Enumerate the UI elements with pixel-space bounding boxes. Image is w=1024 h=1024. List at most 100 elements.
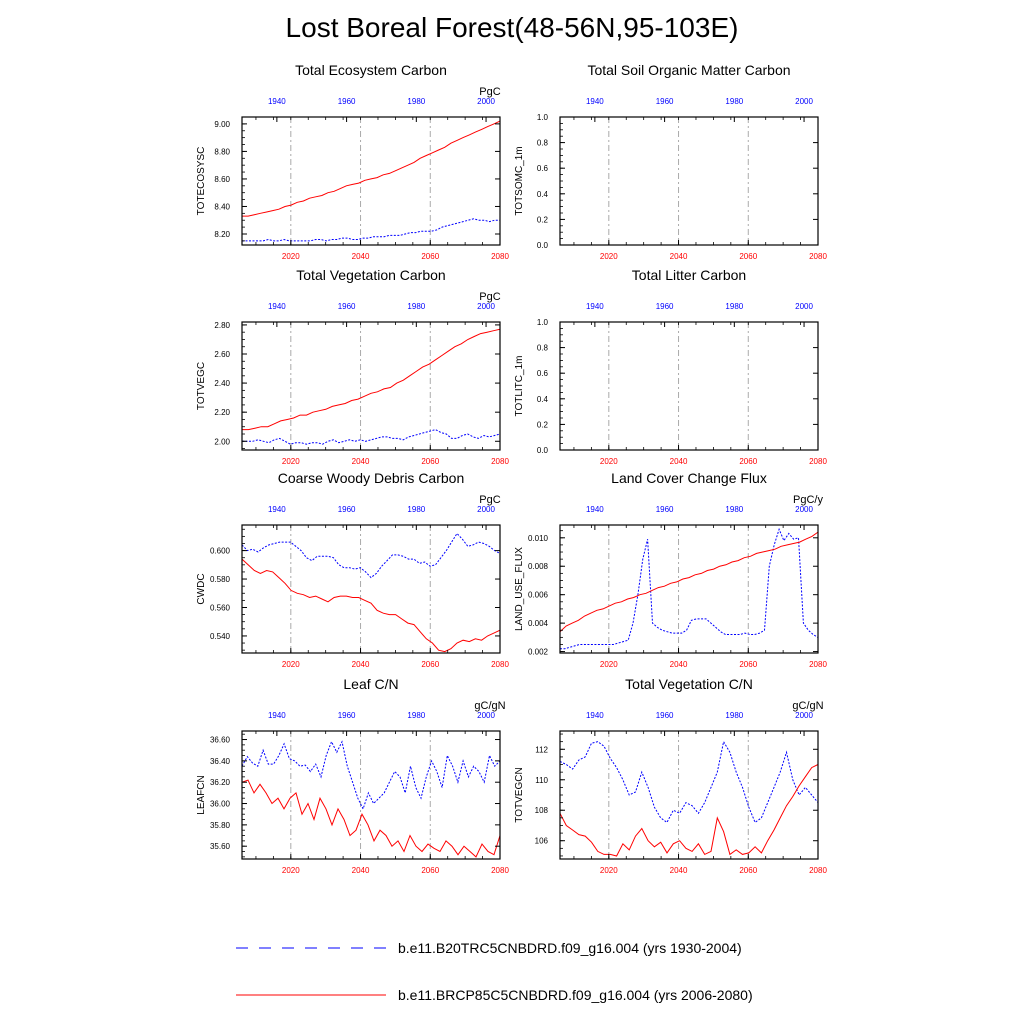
x-tick-label-top: 1980 [407,711,425,720]
x-tick-label-bottom: 2080 [491,252,509,261]
y-tick-label: 2.80 [214,321,230,330]
y-tick-label: 8.40 [214,202,230,211]
plot-frame [241,116,501,246]
y-tick-label: 2.60 [214,350,230,359]
x-tick-label-top: 2000 [795,711,813,720]
x-tick-label-bottom: 2080 [491,660,509,669]
x-tick-label-top: 1960 [338,505,356,514]
y-tick-label: 0.008 [528,562,549,571]
series-line-future [242,328,501,431]
panel-title: Total Vegetation C/N [625,676,753,692]
y-tick-label: 0.8 [537,139,549,148]
x-tick-label-bottom: 2040 [670,457,688,466]
y-tick-label: 0.4 [537,395,549,404]
x-tick-label-top: 1940 [268,711,286,720]
plot-frame [241,730,501,860]
x-tick-label-top: 1980 [725,97,743,106]
figure-title: Lost Boreal Forest(48-56N,95-103E) [285,12,739,43]
y-tick-label: 36.60 [210,736,231,745]
x-tick-label-top: 2000 [477,302,495,311]
x-tick-label-bottom: 2020 [282,252,300,261]
y-tick-label: 0.004 [528,619,549,628]
y-tick-label: 0.600 [210,547,231,556]
y-tick-label: 108 [535,806,549,815]
y-tick-label: 36.20 [210,778,231,787]
y-tick-label: 0.2 [537,420,549,429]
x-tick-label-top: 1980 [407,97,425,106]
y-axis-label: TOTECOSYSC [196,147,207,216]
y-tick-label: 8.60 [214,175,230,184]
y-tick-label: 0.580 [210,575,231,584]
series-line-future [559,764,819,857]
panel-5: Coarse Woody Debris Carbon PgC 0.540 0.560 0… [196,470,509,669]
x-tick-label-bottom: 2020 [600,252,618,261]
x-tick-label-top: 2000 [477,97,495,106]
y-tick-label: 8.20 [214,230,230,239]
panel-units: PgC [479,291,500,303]
plot-frame [241,524,501,654]
legend [236,947,386,996]
x-tick-label-bottom: 2040 [352,866,370,875]
x-tick-label-top: 2000 [795,97,813,106]
x-tick-label-bottom: 2020 [600,660,618,669]
x-tick-label-top: 1960 [338,711,356,720]
plot-frame [559,321,819,451]
panel-2: Total Soil Organic Matter Carbon 0.0 0.2 0.… [514,62,827,261]
x-tick-label-bottom: 2020 [600,866,618,875]
x-tick-label-bottom: 2040 [670,866,688,875]
x-tick-label-top: 2000 [795,505,813,514]
legend-label-historical: b.e11.B20TRC5CNBDRD.f09_g16.004 (yrs 193… [398,940,742,956]
y-tick-label: 2.00 [214,437,230,446]
panel-title: Total Litter Carbon [632,267,746,283]
plot-frame [559,524,819,654]
panel-title: Total Vegetation Carbon [296,267,445,283]
x-tick-label-bottom: 2060 [739,252,757,261]
x-tick-label-bottom: 2040 [352,660,370,669]
y-tick-label: 1.0 [537,318,549,327]
x-tick-label-bottom: 2080 [809,457,827,466]
y-tick-label: 110 [535,776,548,785]
panel-units: PgC [479,494,500,506]
panel-units: PgC/y [793,494,823,506]
x-tick-label-bottom: 2060 [421,252,439,261]
x-tick-label-top: 1940 [586,302,604,311]
panel-8: Total Vegetation C/N gC/gN 106 108 110 112 TOT… [514,676,827,875]
panel-title: Coarse Woody Debris Carbon [278,470,465,486]
y-axis-label: TOTLITC_1m [514,356,525,417]
y-axis-label: TOTSOMC_1m [514,146,525,215]
plot-frame [559,116,819,246]
x-tick-label-bottom: 2060 [739,866,757,875]
x-tick-label-bottom: 2080 [491,866,509,875]
x-tick-label-bottom: 2020 [282,457,300,466]
x-tick-label-top: 1940 [268,97,286,106]
x-tick-label-top: 1980 [725,505,743,514]
panel-title: Total Soil Organic Matter Carbon [587,62,790,78]
panel-units: gC/gN [474,700,505,712]
panel-6: Land Cover Change Flux PgC/y 0.002 0.004 0.0… [514,470,827,669]
panel-units: gC/gN [792,700,823,712]
y-axis-label: TOTVEGC [196,362,207,410]
y-tick-label: 0.2 [537,215,549,224]
y-tick-label: 1.0 [537,113,549,122]
series-line-future [241,779,501,858]
x-tick-label-bottom: 2020 [600,457,618,466]
panel-3: Total Vegetation Carbon PgC 2.00 2.20 2.40 2.… [196,267,509,466]
x-tick-label-top: 1940 [268,505,286,514]
series-line-historical [241,532,501,579]
x-tick-label-bottom: 2060 [739,660,757,669]
y-tick-label: 0.4 [537,190,549,199]
y-tick-label: 106 [535,837,549,846]
x-tick-label-bottom: 2060 [739,457,757,466]
x-tick-label-top: 1960 [338,302,356,311]
x-tick-label-top: 1940 [586,711,604,720]
y-tick-label: 35.60 [210,842,231,851]
panel-units: PgC [479,86,500,98]
y-axis-label: CWDC [196,573,207,604]
x-tick-label-top: 2000 [795,302,813,311]
x-tick-label-bottom: 2040 [352,252,370,261]
y-tick-label: 0.560 [210,603,231,612]
y-tick-label: 36.00 [210,800,231,809]
x-tick-label-top: 2000 [477,505,495,514]
panel-7: Leaf C/N gC/gN 35.60 35.80 36.00 36.20 36.40 36… [196,676,509,875]
